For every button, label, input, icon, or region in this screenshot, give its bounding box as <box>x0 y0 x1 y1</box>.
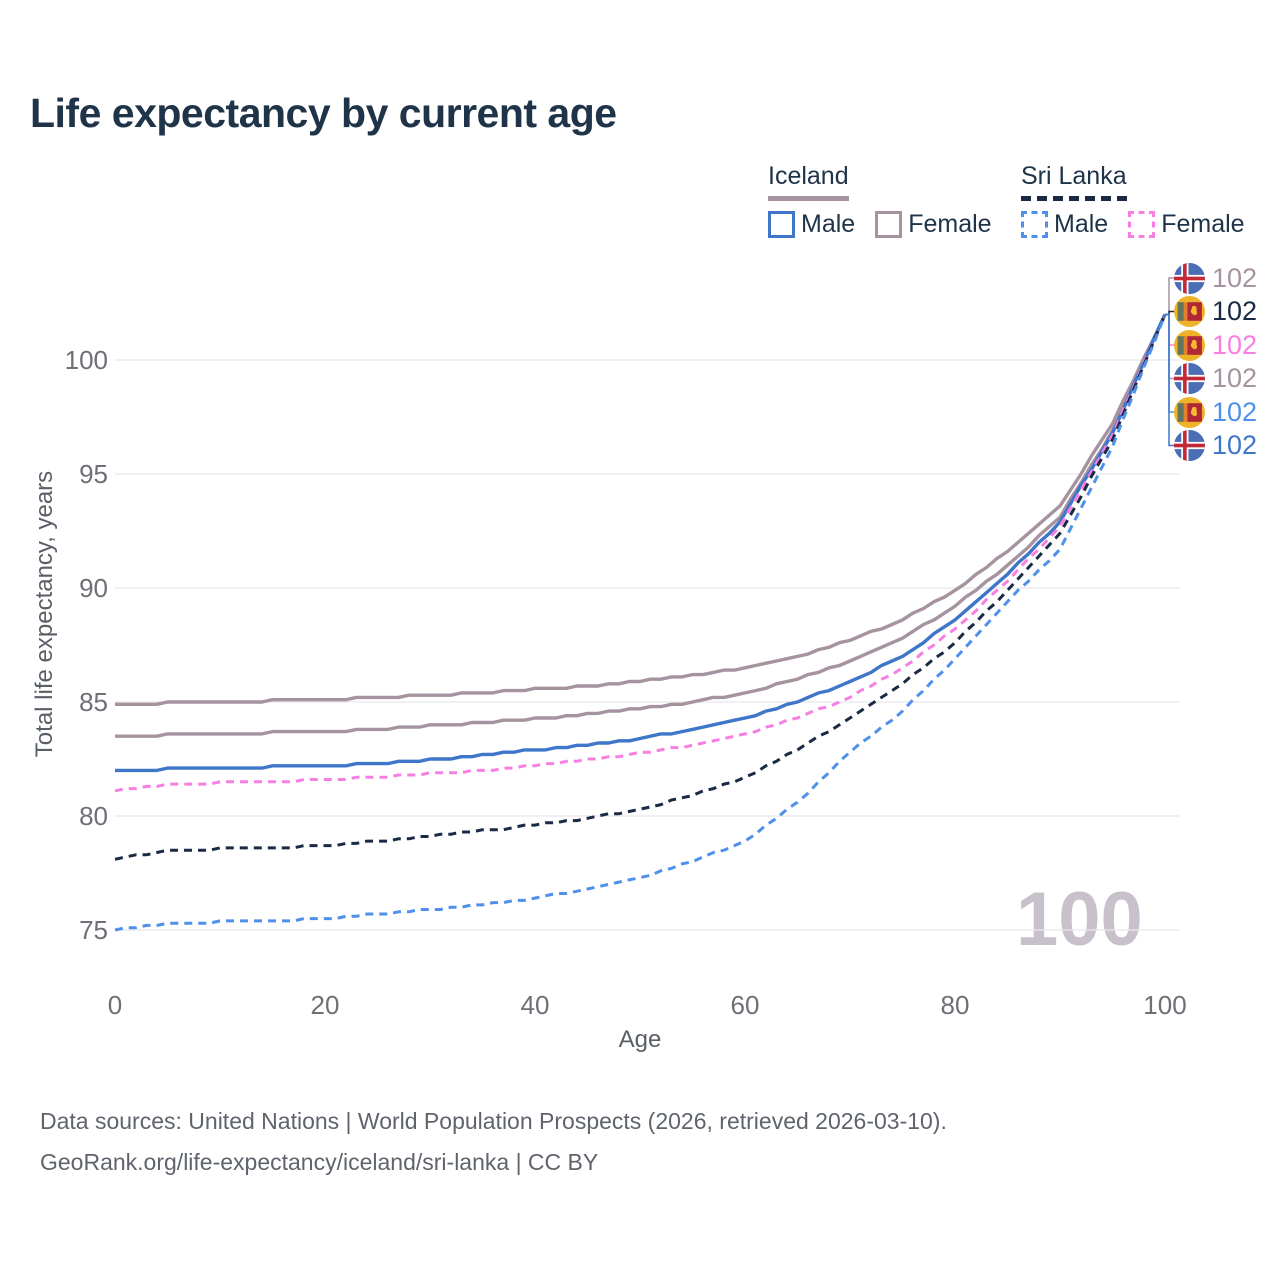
footer-line-1: Data sources: United Nations | World Pop… <box>40 1108 947 1134</box>
sri-lanka-flag-icon <box>1174 397 1205 428</box>
legend-country-sri-lanka: Sri Lanka <box>1021 162 1127 201</box>
end-label-connector <box>1165 313 1175 447</box>
end-label-value: 102 <box>1212 329 1258 360</box>
legend-swatch-iceland-male[interactable] <box>768 211 795 238</box>
y-tick-label: 75 <box>79 915 108 945</box>
legend-label-sri-lanka-female[interactable]: Female <box>1161 210 1245 238</box>
end-label-value: 102 <box>1212 430 1258 460</box>
y-axis-title: Total life expectancy, years <box>31 470 58 758</box>
legend-group-iceland: Iceland Male Female <box>768 162 1012 239</box>
footer-line-2: GeoRank.org/life-expectancy/iceland/sri-… <box>40 1149 599 1175</box>
series-line-srilanka-all[interactable] <box>114 313 1167 861</box>
iceland-flag-icon <box>1174 363 1205 394</box>
series-line-srilanka-male[interactable] <box>114 313 1167 932</box>
end-label: 102 <box>1174 329 1257 361</box>
y-tick-label: 100 <box>64 345 108 375</box>
y-tick-label: 95 <box>79 459 108 489</box>
legend-label-sri-lanka-male[interactable]: Male <box>1054 210 1109 238</box>
end-label-value: 102 <box>1212 262 1258 293</box>
series-line-srilanka-female[interactable] <box>114 313 1167 793</box>
iceland-flag-icon <box>1174 263 1205 294</box>
end-label-value: 102 <box>1212 296 1258 326</box>
sri-lanka-flag-icon <box>1174 296 1205 327</box>
x-tick-label: 60 <box>730 990 760 1020</box>
sri-lanka-flag-icon <box>1174 330 1205 361</box>
legend-label-iceland-female[interactable]: Female <box>908 210 992 238</box>
legend-swatch-sri-lanka-female[interactable] <box>1128 211 1156 238</box>
legend-group-sri-lanka: Sri Lanka Male Female <box>1021 162 1265 239</box>
end-label-value: 102 <box>1212 363 1258 393</box>
x-tick-label: 100 <box>1143 990 1187 1020</box>
age-counter-watermark: 100 <box>1016 877 1143 962</box>
legend-label-iceland-male[interactable]: Male <box>801 210 856 238</box>
end-label: 102 <box>1174 363 1257 395</box>
series-line-iceland-all[interactable] <box>115 313 1167 738</box>
x-tick-label: 0 <box>107 990 123 1020</box>
series-line-iceland-male[interactable] <box>115 313 1167 773</box>
end-label-value: 102 <box>1212 396 1258 427</box>
end-label: 102 <box>1174 396 1257 428</box>
x-tick-label: 40 <box>520 990 550 1020</box>
x-tick-label: 20 <box>310 990 340 1020</box>
x-tick-label: 80 <box>940 990 970 1020</box>
legend-swatch-iceland-female[interactable] <box>875 211 903 238</box>
legend-country-iceland: Iceland <box>768 162 849 201</box>
y-tick-label: 80 <box>79 801 108 831</box>
y-tick-label: 85 <box>79 687 108 717</box>
legend-swatch-sri-lanka-male[interactable] <box>1021 211 1048 238</box>
y-tick-label: 90 <box>79 573 108 603</box>
x-axis-title: Age <box>618 1026 662 1053</box>
end-label: 102 <box>1174 430 1257 462</box>
end-label: 102 <box>1174 262 1257 294</box>
page-title: Life expectancy by current age <box>30 90 617 136</box>
end-label: 102 <box>1174 296 1257 328</box>
series-line-iceland-female[interactable] <box>115 313 1167 706</box>
iceland-flag-icon <box>1174 430 1205 461</box>
